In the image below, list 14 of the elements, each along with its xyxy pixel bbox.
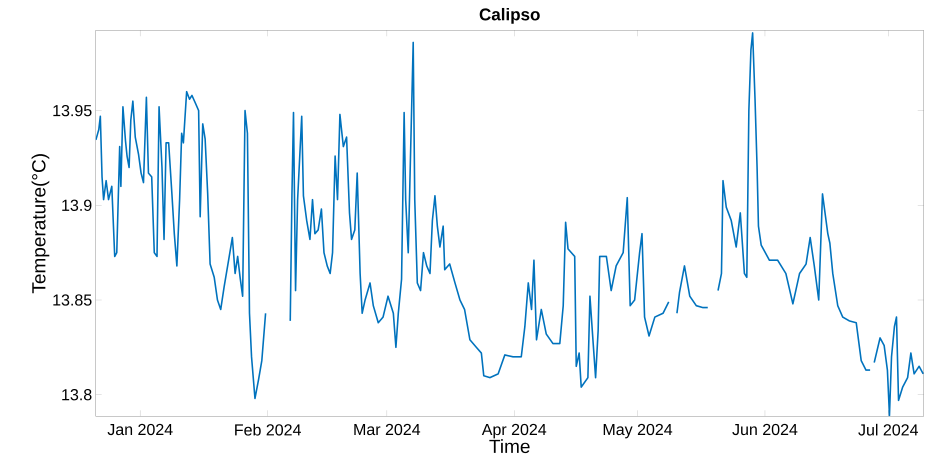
x-tick-label: Jul 2024 [858,424,918,436]
x-tick-label: Jan 2024 [108,424,173,436]
y-tick-label: 13.9 [62,200,92,211]
x-tick-label: Jun 2024 [732,424,798,436]
y-tick-label: 13.8 [62,389,92,400]
x-tick-label: Feb 2024 [235,424,301,436]
chart-title: Calipso [480,8,540,24]
y-tick-label: 13.85 [53,294,92,306]
y-tick-label: 13.95 [53,104,92,116]
x-axis-title: Time [489,439,530,454]
y-axis-title: Temperature(°C) [32,154,50,294]
x-tick-label: Apr 2024 [482,424,546,438]
x-tick-label: May 2024 [604,424,672,438]
x-tick-label: Mar 2024 [354,424,420,436]
